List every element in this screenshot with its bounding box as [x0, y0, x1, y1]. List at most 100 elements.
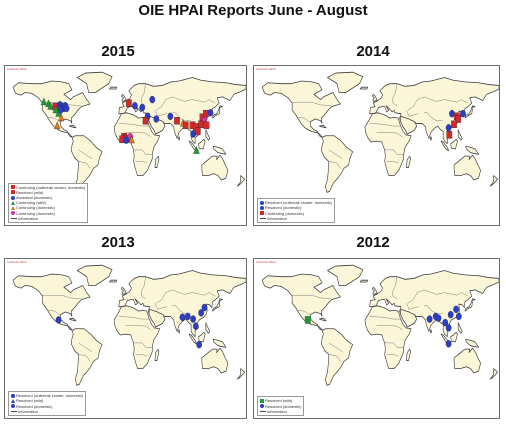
outbreak-marker — [132, 102, 138, 110]
legend-item: Continuing (wild) — [11, 200, 85, 205]
legend-item: Continuing (outbreak cluster, domestic) — [11, 185, 85, 190]
outbreak-marker — [142, 117, 149, 125]
outbreak-marker — [128, 135, 135, 144]
legend-item: Information — [11, 409, 83, 414]
landmass-borneo — [450, 138, 458, 150]
legend-symbol-square-icon — [11, 185, 15, 190]
landmass-new-zealand — [236, 175, 245, 187]
legend-symbol-triangle-icon — [11, 398, 15, 403]
country-border — [328, 354, 341, 362]
legend-label: Resolved (wild) — [16, 398, 44, 404]
legend-label: Information — [18, 408, 39, 414]
country-border — [184, 99, 216, 104]
outbreak-marker — [451, 120, 457, 129]
map-legend: Resolved (outbreak cluster, domestic) Res… — [8, 391, 86, 416]
outbreak-marker — [55, 316, 62, 324]
legend-symbol-square-icon — [11, 190, 15, 195]
country-border — [78, 342, 93, 352]
landmass-greenland — [76, 71, 113, 93]
outbreak-marker — [447, 310, 454, 319]
landmass-borneo — [450, 331, 458, 343]
landmass-sri-lanka — [178, 136, 181, 141]
country-border — [291, 101, 331, 106]
legend-label: Resolved (domestic) — [265, 205, 302, 211]
outbreak-marker — [455, 312, 462, 321]
map-panel-2015: Incidents 2015 Continuing (outbreak clus… — [4, 65, 247, 226]
country-border — [392, 276, 398, 299]
legend-item: Continuing (domestic) — [260, 211, 332, 216]
landmass-uk — [372, 286, 378, 295]
map-panel-2014: Incidents 2014 Resolved (outbreak cluste… — [253, 65, 500, 226]
landmass-japan — [464, 105, 476, 119]
outbreak-marker — [203, 121, 210, 129]
landmass-greenland — [327, 264, 364, 286]
country-border — [328, 161, 341, 169]
country-border — [406, 303, 419, 310]
country-border — [407, 289, 437, 304]
page-title: OIE HPAI Reports June - August — [138, 2, 368, 19]
outbreak-marker — [192, 322, 199, 330]
landmass-arabia-fill — [400, 115, 417, 135]
legend-symbol-circle-icon — [11, 404, 15, 409]
outbreak-marker — [190, 315, 196, 323]
landmass-sumatra — [440, 140, 449, 152]
map-panel-2013: Incidents 2013 Resolved (outbreak cluste… — [4, 258, 247, 419]
legend-symbol-circle-icon — [260, 205, 264, 210]
legend-symbol-circle-icon — [260, 404, 264, 409]
map-legend: Continuing (outbreak cluster, domestic) R… — [8, 182, 89, 223]
country-border — [424, 305, 443, 314]
outbreak-marker — [167, 112, 174, 121]
country-border — [369, 316, 401, 320]
landmass-uk — [121, 286, 127, 295]
country-border — [376, 132, 403, 137]
country-border — [406, 110, 419, 117]
outbreak-marker — [63, 104, 70, 113]
outbreak-marker — [52, 105, 60, 114]
map-caption: Incidents 2012 — [256, 260, 276, 264]
outbreak-marker — [193, 146, 200, 154]
legend-symbol-circle-icon — [11, 393, 15, 398]
country-border — [369, 123, 401, 127]
landmass-australia — [201, 347, 229, 374]
landmass-greenland — [76, 264, 113, 286]
country-border — [384, 149, 404, 155]
landmass-iceland — [109, 86, 118, 90]
outbreak-marker — [179, 313, 186, 322]
landmass-cuba — [319, 124, 327, 129]
legend-item: Ancestral (domestic) — [11, 195, 85, 200]
country-border — [78, 161, 91, 169]
country-border — [125, 325, 152, 330]
country-border — [407, 96, 437, 111]
outbreak-marker — [446, 131, 453, 139]
map-caption: Incidents 2014 — [256, 67, 276, 71]
landmass-new-guinea — [465, 145, 479, 155]
landmass-uk — [372, 93, 378, 102]
legend-label: Resolved (domestic) — [265, 403, 302, 409]
world-map — [254, 259, 499, 418]
legend-symbol-line-icon — [11, 410, 17, 412]
country-border — [384, 342, 404, 348]
landmass-madagascar — [406, 155, 411, 168]
landmass-new-guinea — [212, 145, 227, 155]
outbreak-marker — [153, 115, 160, 123]
outbreak-marker — [149, 95, 156, 104]
world-map — [254, 66, 499, 225]
landmass-new-guinea — [212, 338, 227, 348]
legend-item: Resolved (outbreak cluster, domestic) — [260, 200, 332, 205]
country-border — [156, 289, 185, 304]
legend-item: Resolved (domestic) — [260, 404, 301, 409]
country-border — [376, 325, 403, 330]
landmass-sri-lanka — [178, 329, 181, 334]
legend-label: Information — [267, 215, 288, 221]
legend-symbol-circle-icon — [11, 195, 15, 200]
legend-symbol-circle-icon — [11, 211, 15, 216]
landmass-australia — [453, 154, 481, 181]
country-border — [141, 276, 146, 299]
outbreak-marker — [174, 117, 180, 125]
legend-label: Resolved (wild) — [265, 398, 293, 404]
year-label-2012: 2012 — [356, 234, 390, 251]
landmass-new-zealand — [489, 175, 498, 187]
country-border — [133, 342, 153, 348]
landmass-philippines — [205, 322, 211, 334]
map-panel-2012: Incidents 2012 Resolved (wild) Resolved (… — [253, 258, 500, 419]
